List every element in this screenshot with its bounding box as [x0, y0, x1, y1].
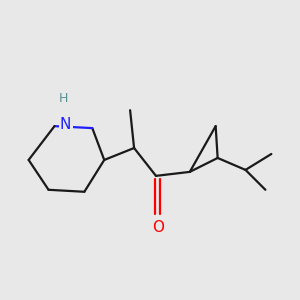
Text: N: N [60, 117, 71, 132]
Text: O: O [152, 220, 164, 235]
Text: H: H [59, 92, 68, 105]
